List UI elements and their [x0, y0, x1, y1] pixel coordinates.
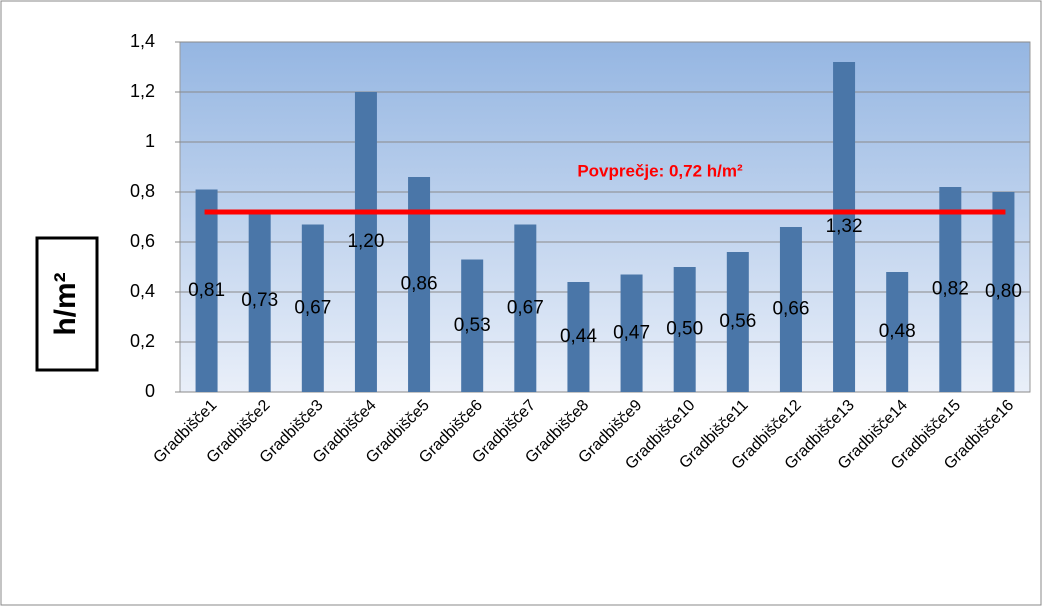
- value-label: 0,50: [666, 319, 703, 340]
- y-tick-label: 0,2: [130, 331, 155, 351]
- y-tick-label: 0,4: [130, 281, 155, 301]
- y-tick-label: 0,8: [130, 181, 155, 201]
- value-label: 0,82: [932, 279, 969, 300]
- y-tick-label: 1: [145, 131, 155, 151]
- y-axis-box: [35, 236, 99, 372]
- y-tick-label: 0: [145, 381, 155, 401]
- value-label: 0,53: [454, 315, 491, 336]
- value-label: 0,66: [772, 299, 809, 320]
- bar: [886, 272, 909, 392]
- value-label: 0,73: [241, 290, 278, 311]
- value-label: 0,47: [613, 322, 650, 343]
- bar: [939, 187, 962, 392]
- bar: [195, 189, 218, 392]
- y-tick-label: 1,4: [130, 31, 155, 51]
- value-label: 1,32: [826, 216, 863, 237]
- y-tick-label: 0,6: [130, 231, 155, 251]
- bar: [248, 209, 271, 392]
- value-label: 0,86: [401, 274, 438, 295]
- value-label: 0,56: [719, 311, 756, 332]
- bar: [779, 227, 802, 392]
- value-label: 0,81: [188, 280, 225, 301]
- bar: [620, 274, 643, 392]
- bar: [408, 177, 431, 392]
- bar: [514, 224, 537, 392]
- y-axis-title: h/m²: [49, 272, 82, 335]
- average-label: Povprečje: 0,72 h/m²: [577, 161, 743, 180]
- bar: [461, 259, 484, 392]
- value-label: 1,20: [347, 231, 384, 252]
- value-label: 0,67: [294, 297, 331, 318]
- bar: [354, 92, 377, 392]
- bar: [301, 224, 324, 392]
- bar: [726, 252, 749, 392]
- value-label: 0,80: [985, 281, 1022, 302]
- bar: [567, 282, 590, 392]
- bar: [673, 267, 696, 392]
- bar: [992, 192, 1015, 392]
- y-tick-label: 1,2: [130, 81, 155, 101]
- value-label: 0,44: [560, 326, 597, 347]
- bar: [833, 62, 856, 392]
- value-label: 0,48: [879, 321, 916, 342]
- value-label: 0,67: [507, 297, 544, 318]
